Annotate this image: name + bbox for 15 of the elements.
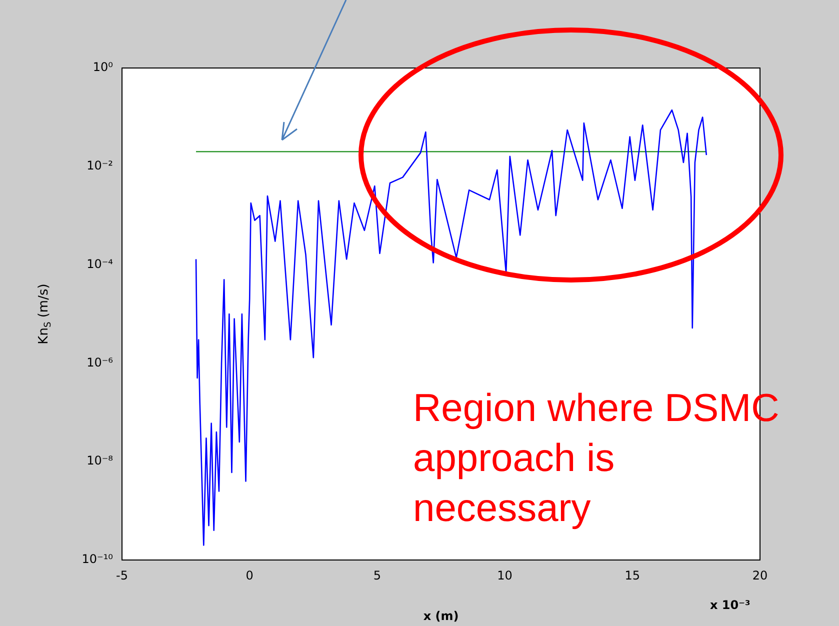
x-tick-label: 5 — [373, 568, 382, 582]
x-tick-label: 15 — [624, 568, 640, 582]
y-tick-label: 10⁻⁶ — [86, 355, 114, 370]
y-tick-label: 10⁰ — [92, 60, 114, 74]
x-tick-label: -5 — [116, 568, 128, 582]
y-axis-title: KnS (m/s) — [36, 284, 54, 344]
x-tick-label: 20 — [752, 568, 768, 582]
x-tick-label: 10 — [497, 568, 512, 582]
y-tick-label: 10⁻⁸ — [86, 454, 114, 468]
y-tick-label: 10⁻² — [86, 158, 114, 173]
text: x 10⁻³ — [710, 598, 750, 612]
x-axis-title: x (m) — [423, 608, 459, 623]
x-tick-label: 0 — [246, 568, 254, 582]
y-tick-label: 10⁻¹⁰ — [82, 552, 114, 566]
y-tick-label: 10⁻⁴ — [86, 256, 114, 271]
